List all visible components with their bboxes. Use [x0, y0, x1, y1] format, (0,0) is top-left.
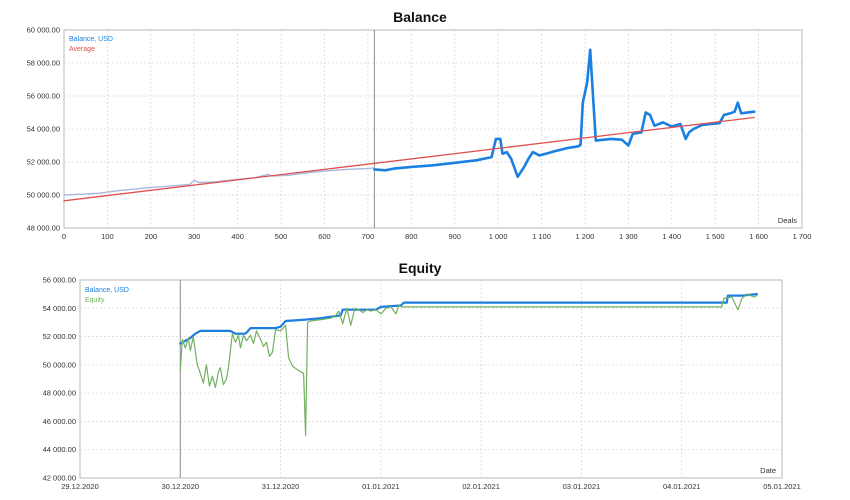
balance-y-tick-label: 52 000.00: [27, 158, 60, 167]
balance-x-tick-label: 1 000: [489, 232, 508, 241]
balance-line: [373, 48, 756, 179]
equity-y-tick-label: 52 000.00: [43, 332, 76, 341]
equity-line: [179, 293, 758, 437]
balance-x-tick-label: 1 200: [576, 232, 595, 241]
equity-y-tick-label: 44 000.00: [43, 445, 76, 454]
equity-y-tick-label: 48 000.00: [43, 389, 76, 398]
balance-x-tick-label: 1 300: [619, 232, 638, 241]
balance-x-tick-label: 800: [405, 232, 418, 241]
balance-x-tick-label: 300: [188, 232, 201, 241]
balance-legend-balance: Balance, USD: [69, 36, 113, 43]
equity-y-axis: 42 000.00 44 000.00 46 000.00 48 000.00 50 0…: [43, 276, 76, 483]
equity-y-tick-label: 42 000.00: [43, 474, 76, 483]
equity-x-tick-label: 03.01.2021: [563, 482, 601, 491]
balance-y-tick-label: 48 000.00: [27, 224, 60, 233]
balance-history-line: [63, 167, 376, 196]
balance-x-axis-label: Deals: [778, 216, 797, 225]
balance-x-tick-label: 900: [448, 232, 461, 241]
equity-x-axis-label: Date: [760, 466, 776, 475]
equity-plot-area: [79, 279, 783, 479]
balance-y-tick-label: 56 000.00: [27, 92, 60, 101]
equity-x-tick-label: 01.01.2021: [362, 482, 400, 491]
equity-x-tick-label: 02.01.2021: [462, 482, 500, 491]
balance-x-tick-label: 1 100: [532, 232, 551, 241]
balance-chart: Balance 48 000.00 50 000.00 52 000.00 54 00…: [27, 9, 812, 241]
balance-grid: [64, 30, 802, 228]
equity-legend-equity: Equity: [85, 297, 105, 304]
equity-legend: Balance, USD Equity: [85, 287, 129, 304]
equity-x-tick-label: 30.12.2020: [162, 482, 200, 491]
equity-chart: Equity 42 000.00 44 000.00 46 000.00 48 000…: [43, 260, 801, 491]
average-line: [63, 116, 755, 202]
balance-y-tick-label: 58 000.00: [27, 59, 60, 68]
equity-x-tick-label: 29.12.2020: [61, 482, 99, 491]
balance-series: [63, 48, 756, 202]
balance-legend: Balance, USD Average: [69, 36, 113, 53]
balance-x-tick-label: 700: [362, 232, 375, 241]
equity-grid: [80, 280, 782, 478]
equity-chart-title: Equity: [399, 260, 442, 276]
balance-chart-title: Balance: [393, 9, 447, 25]
balance-x-tick-label: 0: [62, 232, 66, 241]
equity-y-tick-label: 50 000.00: [43, 360, 76, 369]
equity-y-tick-label: 54 000.00: [43, 304, 76, 313]
balance-x-tick-label: 1 700: [793, 232, 812, 241]
equity-y-tick-label: 46 000.00: [43, 417, 76, 426]
balance-x-tick-label: 1 600: [749, 232, 768, 241]
equity-x-tick-label: 05.01.2021: [763, 482, 801, 491]
equity-x-axis: 29.12.2020 30.12.2020 31.12.2020 01.01.2021…: [61, 482, 801, 491]
balance-y-tick-label: 60 000.00: [27, 26, 60, 35]
balance-x-axis: 0 100 200 300 400 500 600 700 800 900 1 000 1 100 1 …: [62, 232, 811, 241]
balance-x-tick-label: 1 400: [662, 232, 681, 241]
balance-y-tick-label: 54 000.00: [27, 125, 60, 134]
equity-x-tick-label: 04.01.2021: [663, 482, 701, 491]
balance-y-axis: 48 000.00 50 000.00 52 000.00 54 000.00 56 0…: [27, 26, 60, 233]
equity-chart-balance-line: [179, 293, 758, 345]
balance-y-tick-label: 50 000.00: [27, 191, 60, 200]
equity-series: [179, 293, 758, 437]
balance-x-tick-label: 1 500: [706, 232, 725, 241]
balance-x-tick-label: 400: [231, 232, 244, 241]
balance-x-tick-label: 200: [145, 232, 158, 241]
balance-legend-average: Average: [69, 46, 95, 53]
balance-x-tick-label: 500: [275, 232, 288, 241]
balance-x-tick-label: 600: [318, 232, 331, 241]
equity-legend-balance: Balance, USD: [85, 287, 129, 294]
balance-x-tick-label: 100: [101, 232, 114, 241]
equity-y-tick-label: 56 000.00: [43, 276, 76, 285]
equity-x-tick-label: 31.12.2020: [262, 482, 300, 491]
